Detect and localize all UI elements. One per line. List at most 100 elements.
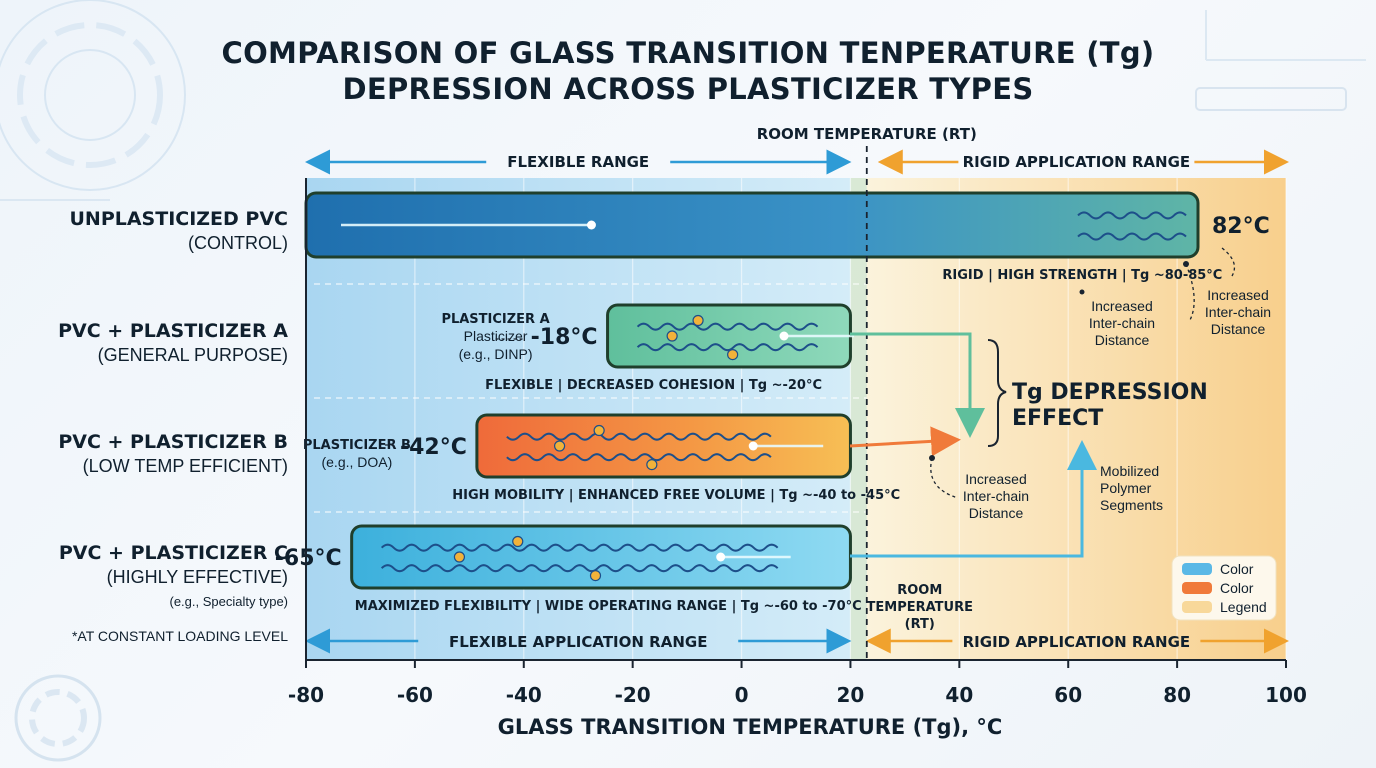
- tick-label: -40: [506, 683, 542, 707]
- effect-arrow-a: [850, 332, 985, 438]
- plasticizer-molecule: [512, 535, 524, 548]
- polymer-chain: [380, 543, 779, 552]
- legend: Color Color Legend: [1171, 555, 1277, 621]
- tick-label: -20: [615, 683, 651, 707]
- flexible-range-label: FLEXIBLE RANGE: [507, 153, 649, 171]
- footnote: *AT CONSTANT LOADING LEVEL: [72, 628, 288, 644]
- rigid-range-label: RIGID APPLICATION RANGE: [963, 153, 1191, 171]
- plasticizer-molecule: [666, 330, 678, 342]
- mobilized-line-1: Mobilized: [1100, 463, 1159, 479]
- row-label-a-title: PVC + PLASTICIZER A: [58, 320, 288, 342]
- legend-label-1: Color: [1220, 561, 1254, 577]
- value-label-1: 82°C: [1212, 214, 1270, 239]
- tick-label: 40: [945, 683, 973, 707]
- plasticizer-molecule: [553, 440, 566, 452]
- value-label-4: -65°C: [275, 546, 342, 571]
- polymer-chain: [636, 343, 819, 352]
- legend-label-2: Color: [1220, 580, 1254, 596]
- inter-chain-2-line-1: Increased: [1207, 287, 1268, 303]
- flexible-application-range: FLEXIBLE APPLICATION RANGE: [305, 628, 852, 654]
- bar-group-3: -42°C HIGH MOBILITY | ENHANCED FREE VOLUM…: [303, 413, 900, 503]
- x-axis-ticks: -80 -60 -40 -20 0 20 40 60 80 100: [288, 660, 1307, 707]
- effect-label-line-1: Tg DEPRESSION: [1012, 380, 1208, 405]
- depression-effect-annotations: Tg DEPRESSION EFFECT Increased Inter-cha…: [849, 247, 1271, 558]
- inter-chain-1-line-1: Increased: [1091, 298, 1152, 314]
- plasticizer-label: (e.g., DINP): [459, 346, 533, 362]
- room-temperature-top-label: ROOM TEMPERATURE (RT): [757, 125, 977, 143]
- effect-arrow-b: [849, 426, 961, 457]
- chart-title-line-1: COMPARISON OF GLASS TRANSITION TENPERATU…: [221, 36, 1155, 70]
- plasticizer-molecule: [593, 424, 605, 437]
- tick-label: 0: [735, 683, 749, 707]
- mobilized-line-3: Segments: [1100, 497, 1163, 513]
- plasticizer-label: PLASTICIZER A: [441, 312, 549, 327]
- plasticizer-molecule: [727, 349, 739, 361]
- row-label-c-note: (e.g., Specialty type): [170, 594, 289, 609]
- x-axis-label: GLASS TRANSITION TEMPERATURE (Tg), °C: [498, 715, 1003, 739]
- inter-chain-3-line-3: Distance: [969, 505, 1024, 521]
- plasticizer-molecule: [646, 459, 658, 471]
- bars: 82°C RIGID | HIGH STRENGTH | Tg ~80-85°C -…: [275, 191, 1270, 614]
- row-label-b-subtitle: (LOW TEMP EFFICIENT): [83, 456, 288, 476]
- effect-bracket: [987, 339, 1007, 447]
- rigid-range-top: RIGID APPLICATION RANGE: [877, 149, 1289, 175]
- bar-group-4: -65°C MAXIMIZED FLEXIBILITY | WIDE OPERAT…: [275, 524, 862, 614]
- polymer-chain: [1077, 232, 1187, 241]
- legend-swatch-3: [1182, 601, 1212, 613]
- tick-label: -60: [397, 683, 433, 707]
- bar-caption-3: HIGH MOBILITY | ENHANCED FREE VOLUME | T…: [452, 488, 900, 503]
- polymer-chain: [506, 432, 772, 441]
- bar-group-2: -18°C FLEXIBLE | DECREASED COHESION | Tg …: [441, 303, 855, 393]
- tick-label: 100: [1265, 683, 1307, 707]
- annotation-dot-2: [1079, 289, 1085, 295]
- room-temperature-lower-label-2: TEMPERATURE: [867, 600, 973, 615]
- room-temperature-lower-label-1: ROOM: [897, 583, 942, 598]
- inter-chain-3-line-2: Inter-chain: [963, 488, 1029, 504]
- bar-glow-dot: [779, 331, 789, 341]
- row-label-control-title: UNPLASTICIZED PVC: [69, 208, 288, 230]
- room-temperature-lower-label-3: (RT): [905, 617, 935, 632]
- legend-swatch-1: [1182, 563, 1212, 575]
- mobilized-line-2: Polymer: [1100, 480, 1152, 496]
- tick-label: -80: [288, 683, 324, 707]
- decorative-circuit-top-right: [1195, 10, 1366, 111]
- inter-chain-2-line-2: Inter-chain: [1205, 304, 1271, 320]
- row-label-c-subtitle: (HIGHLY EFFECTIVE): [107, 567, 288, 587]
- flexible-application-range-label: FLEXIBLE APPLICATION RANGE: [449, 633, 707, 651]
- row-label-c-title: PVC + PLASTICIZER C: [59, 542, 288, 564]
- row-label-a-subtitle: (GENERAL PURPOSE): [98, 345, 288, 365]
- legend-label-3: Legend: [1220, 599, 1267, 615]
- row-separators: [314, 283, 867, 513]
- plasticizer-label: Plasticizer: [464, 328, 528, 344]
- plasticizer-label: (e.g., DOA): [321, 454, 392, 470]
- row-labels: UNPLASTICIZED PVC (CONTROL) PVC + PLASTI…: [58, 208, 288, 644]
- bar-glow-dot: [716, 552, 726, 562]
- inter-chain-1-line-2: Inter-chain: [1089, 315, 1155, 331]
- effect-label-line-2: EFFECT: [1012, 406, 1103, 431]
- decorative-rings-top-left: [0, 0, 186, 201]
- inter-chain-2-line-3: Distance: [1211, 321, 1266, 337]
- bar-group-1: 82°C RIGID | HIGH STRENGTH | Tg ~80-85°C: [304, 191, 1270, 283]
- bar-glow-dot: [586, 220, 596, 230]
- room-temperature-band: [850, 178, 867, 660]
- decorative-rings-bottom-left: [14, 674, 102, 762]
- plasticizer-molecule: [589, 569, 602, 582]
- bar-glow-dot: [748, 441, 758, 451]
- bar-caption-2: FLEXIBLE | DECREASED COHESION | Tg ~-20°…: [485, 378, 822, 393]
- plasticizer-molecule: [453, 551, 466, 563]
- row-label-control-subtitle: (CONTROL): [188, 233, 288, 253]
- bar-caption-1: RIGID | HIGH STRENGTH | Tg ~80-85°C: [942, 268, 1222, 283]
- annotation-leader-3: [930, 457, 959, 499]
- tick-label: 20: [837, 683, 865, 707]
- flexible-range-top: FLEXIBLE RANGE: [305, 149, 852, 175]
- inter-chain-1-line-3: Distance: [1095, 332, 1150, 348]
- plasticizer-label: PLASTICIZER B: [303, 438, 411, 453]
- row-label-b-title: PVC + PLASTICIZER B: [58, 431, 288, 453]
- value-label-3: -42°C: [400, 435, 467, 460]
- rigid-application-range-label: RIGID APPLICATION RANGE: [963, 633, 1191, 651]
- rigid-application-range: RIGID APPLICATION RANGE: [865, 628, 1289, 654]
- polymer-chain: [506, 453, 772, 462]
- polymer-chain: [636, 322, 819, 331]
- polymer-chain: [380, 564, 779, 573]
